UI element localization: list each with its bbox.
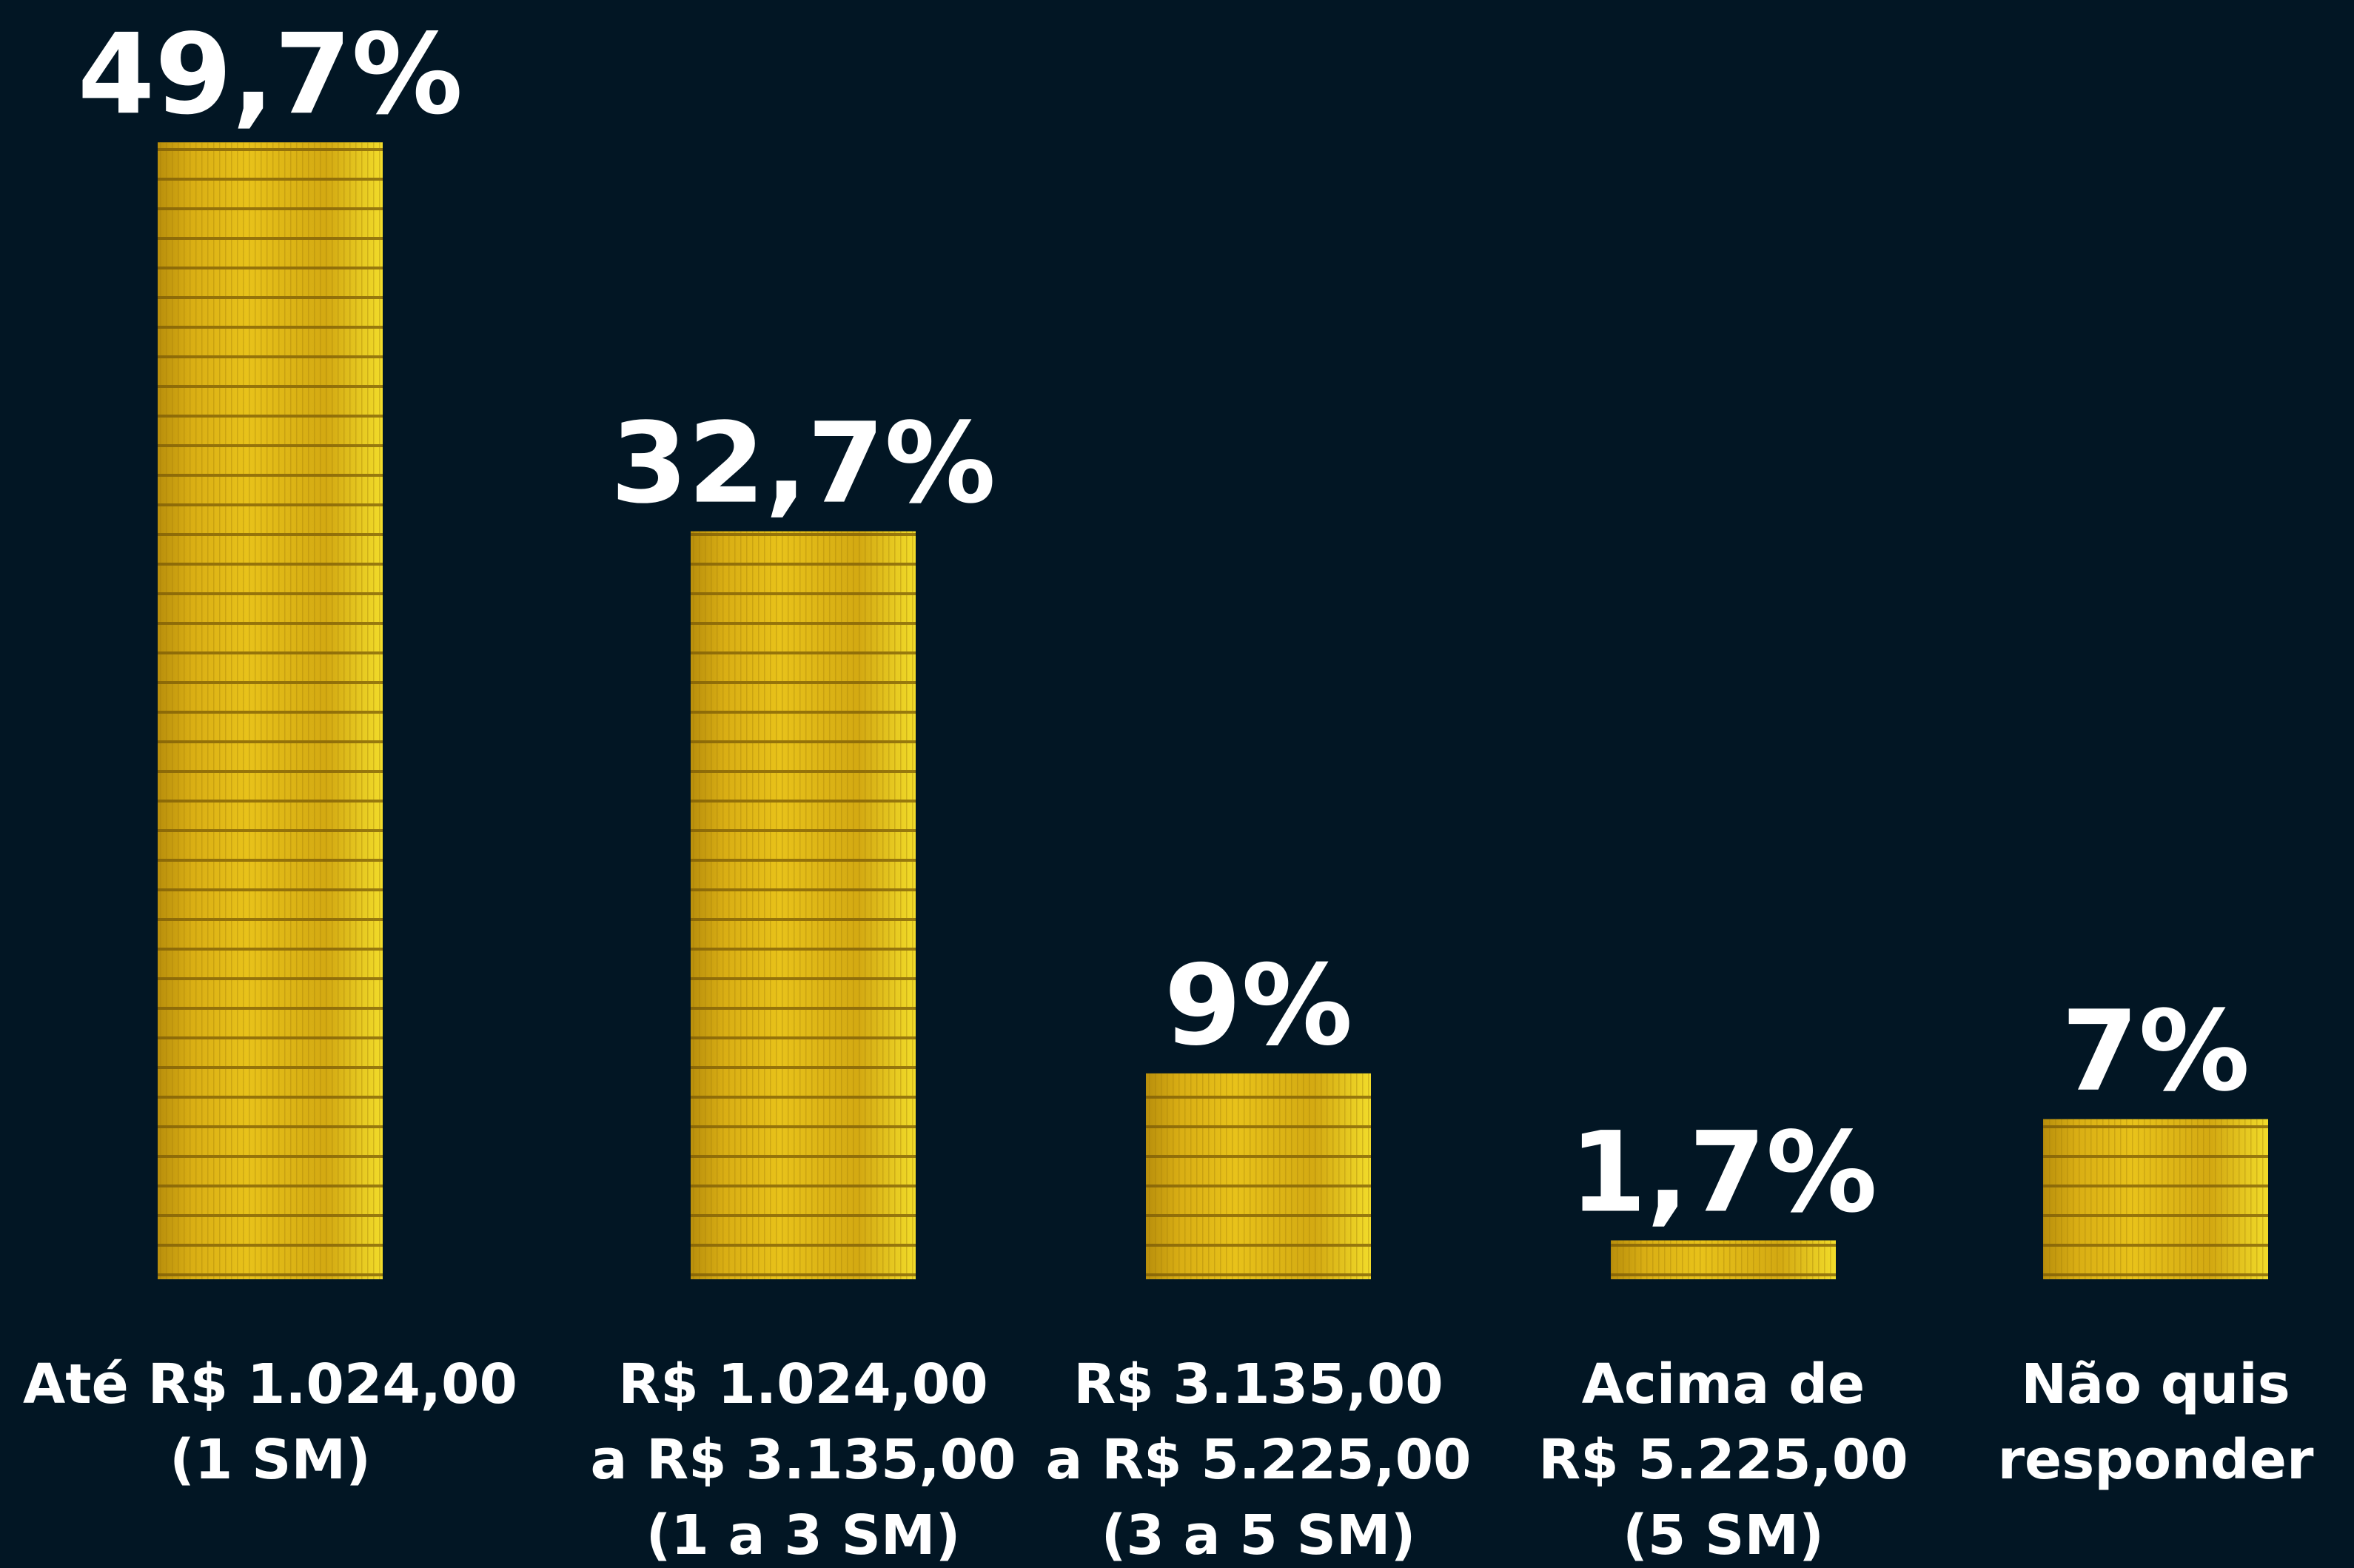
x-tick-label: R$ 3.135,00 bbox=[1073, 1353, 1443, 1416]
coin-edges bbox=[1611, 1240, 1836, 1279]
x-tick-label: (1 SM) bbox=[170, 1428, 371, 1492]
x-tick-label: a R$ 3.135,00 bbox=[590, 1428, 1016, 1492]
x-tick-label: R$ 5.225,00 bbox=[1538, 1428, 1908, 1492]
coin-edges bbox=[2043, 1119, 2268, 1279]
value-label: 1,7% bbox=[1569, 1108, 1877, 1237]
value-label: 32,7% bbox=[611, 400, 996, 529]
value-label: 9% bbox=[1164, 942, 1353, 1071]
x-tick-label: (5 SM) bbox=[1623, 1504, 1824, 1567]
value-label: 49,7% bbox=[78, 10, 463, 139]
coin-edges bbox=[691, 532, 916, 1279]
x-tick-label: (3 a 5 SM) bbox=[1101, 1504, 1416, 1567]
x-tick-label: Até R$ 1.024,00 bbox=[23, 1353, 517, 1416]
x-tick-label: R$ 1.024,00 bbox=[618, 1353, 987, 1416]
x-tick-label: Não quis bbox=[2021, 1353, 2290, 1416]
coin-edges bbox=[1146, 1073, 1371, 1279]
x-tick-label: Acima de bbox=[1582, 1353, 1865, 1416]
x-tick-label: (1 a 3 SM) bbox=[646, 1504, 961, 1567]
value-label: 7% bbox=[2062, 988, 2250, 1116]
x-tick-label: a R$ 5.225,00 bbox=[1045, 1428, 1471, 1492]
chart: 49,7% Até R$ 1.024,00 (1 SM) 32,7% R$ 1.024,… bbox=[0, 0, 2354, 1568]
x-tick-label: responder bbox=[1998, 1428, 2314, 1492]
coin-edges bbox=[158, 142, 383, 1279]
